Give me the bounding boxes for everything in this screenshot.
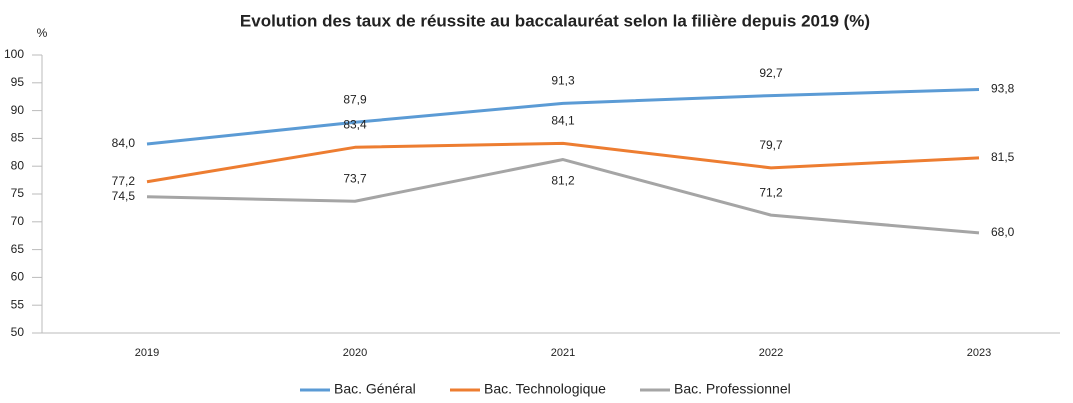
y-tick-label: 85 — [11, 131, 25, 145]
data-label: 71,2 — [759, 185, 783, 199]
y-tick-label: 80 — [11, 158, 25, 172]
y-tick-label: 100 — [4, 47, 24, 61]
chart-title: Evolution des taux de réussite au baccal… — [240, 11, 870, 30]
legend-label: Bac. Professionnel — [674, 381, 791, 397]
y-tick-label: 95 — [11, 75, 25, 89]
legend-label: Bac. Général — [334, 381, 416, 397]
data-label: 87,9 — [343, 92, 367, 106]
x-tick-label: 2023 — [967, 347, 991, 359]
data-label: 73,7 — [343, 171, 367, 185]
y-tick-label: 75 — [11, 186, 25, 200]
y-tick-label: 70 — [11, 214, 25, 228]
y-tick-label: 50 — [11, 325, 25, 339]
y-tick-label: 65 — [11, 242, 25, 256]
data-label: 81,5 — [991, 150, 1015, 164]
x-tick-label: 2022 — [759, 347, 783, 359]
data-label: 91,3 — [551, 74, 575, 88]
y-tick-label: 60 — [11, 270, 25, 284]
data-label: 84,0 — [112, 136, 136, 150]
legend-label: Bac. Technologique — [484, 381, 606, 397]
x-tick-label: 2021 — [551, 347, 575, 359]
data-label: 83,4 — [343, 117, 367, 131]
x-tick-label: 2020 — [343, 347, 367, 359]
data-label: 74,5 — [112, 189, 136, 203]
y-tick-label: 90 — [11, 103, 25, 117]
data-label: 93,8 — [991, 82, 1015, 96]
line — [146, 87, 980, 146]
line — [146, 158, 980, 235]
data-label: 92,7 — [759, 66, 783, 80]
x-tick-label: 2019 — [135, 347, 159, 359]
line — [146, 141, 980, 184]
data-label: 79,7 — [759, 138, 783, 152]
data-label: 81,2 — [551, 174, 575, 188]
data-label: 68,0 — [991, 225, 1015, 239]
data-label: 77,2 — [112, 174, 136, 188]
data-label: 84,1 — [551, 114, 575, 128]
y-axis-label: % — [37, 26, 48, 40]
y-tick-label: 55 — [11, 297, 25, 311]
